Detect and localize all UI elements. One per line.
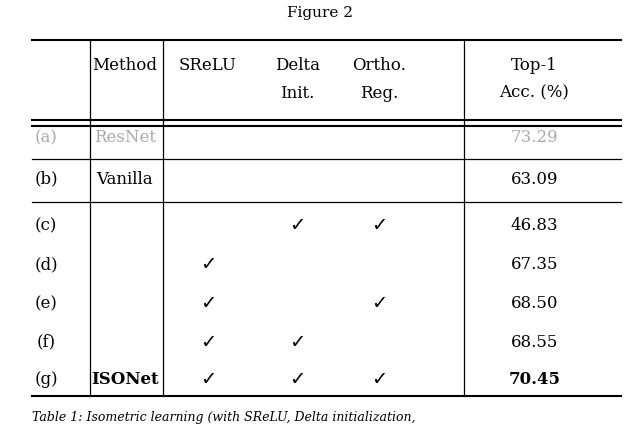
- Text: SReLU: SReLU: [179, 57, 237, 74]
- Text: ✓: ✓: [289, 333, 306, 351]
- Text: (e): (e): [35, 295, 58, 312]
- Text: Init.: Init.: [280, 85, 315, 102]
- Text: ✓: ✓: [289, 216, 306, 235]
- Text: (f): (f): [36, 334, 56, 351]
- Text: Ortho.: Ortho.: [352, 57, 406, 74]
- Text: 46.83: 46.83: [511, 217, 558, 234]
- Text: 70.45: 70.45: [508, 371, 561, 388]
- Text: 68.50: 68.50: [511, 295, 558, 312]
- Text: ✓: ✓: [200, 370, 216, 389]
- Text: Acc. (%): Acc. (%): [499, 85, 570, 102]
- Text: (b): (b): [35, 171, 58, 188]
- Text: ✓: ✓: [200, 294, 216, 313]
- Text: ResNet: ResNet: [94, 129, 156, 146]
- Text: (a): (a): [35, 129, 58, 146]
- Text: (g): (g): [35, 371, 58, 388]
- Text: ✓: ✓: [371, 216, 387, 235]
- Text: 63.09: 63.09: [511, 171, 558, 188]
- Text: ✓: ✓: [371, 370, 387, 389]
- Text: 68.55: 68.55: [511, 334, 558, 351]
- Text: ✓: ✓: [200, 333, 216, 351]
- Text: Top-1: Top-1: [511, 57, 558, 74]
- Text: Figure 2: Figure 2: [287, 6, 353, 20]
- Text: 73.29: 73.29: [511, 129, 558, 146]
- Text: ISONet: ISONet: [91, 371, 159, 388]
- Text: ✓: ✓: [200, 255, 216, 274]
- Text: (c): (c): [35, 217, 57, 234]
- Text: Reg.: Reg.: [360, 85, 398, 102]
- Text: Table 1: Isometric learning (with SReLU, Delta initialization,: Table 1: Isometric learning (with SReLU,…: [32, 411, 415, 424]
- Text: (d): (d): [35, 256, 58, 273]
- Text: Vanilla: Vanilla: [97, 171, 153, 188]
- Text: 67.35: 67.35: [511, 256, 558, 273]
- Text: ✓: ✓: [371, 294, 387, 313]
- Text: Delta: Delta: [275, 57, 320, 74]
- Text: ✓: ✓: [289, 370, 306, 389]
- Text: Method: Method: [92, 57, 157, 74]
